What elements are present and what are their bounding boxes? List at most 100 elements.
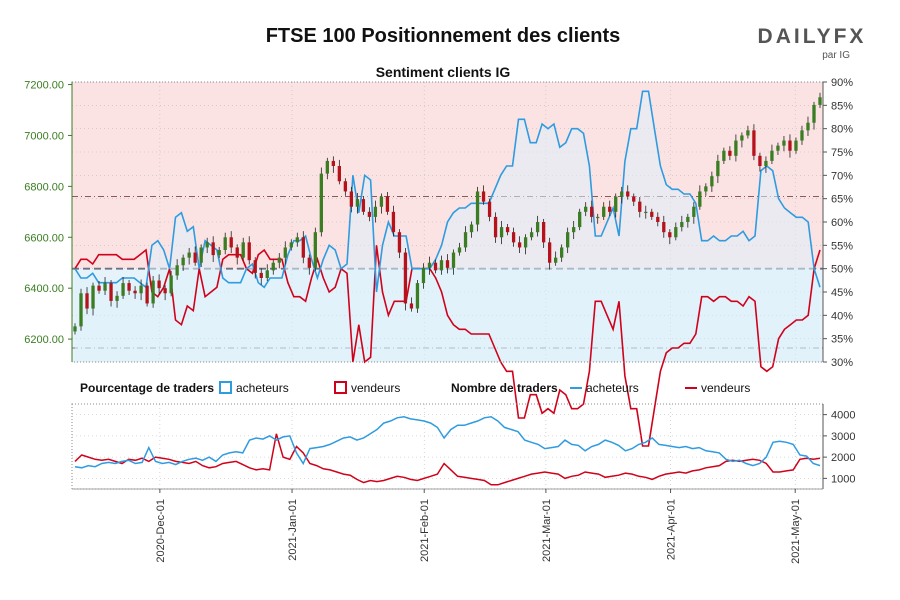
candle-body <box>331 160 335 166</box>
candle-body <box>409 303 414 309</box>
candle-body <box>499 227 504 238</box>
candle-body <box>511 232 516 243</box>
candle-body <box>481 191 486 202</box>
candle-body <box>776 145 780 151</box>
sellers-count-line <box>74 433 821 486</box>
candle-body <box>529 232 534 238</box>
candle-body <box>115 295 119 301</box>
candle-body <box>253 260 257 273</box>
candle-body <box>259 272 263 278</box>
candle-body <box>680 222 684 228</box>
candle-body <box>121 283 125 296</box>
candle-body <box>674 227 678 238</box>
candle-body <box>139 285 143 294</box>
candle-body <box>740 135 744 141</box>
pct-tick-label: 60% <box>831 217 853 229</box>
price-tick-label: 7200.00 <box>24 80 64 92</box>
pct-tick-label: 30% <box>831 357 853 369</box>
pct-tick-label: 35% <box>831 334 853 346</box>
candle-body <box>133 290 137 294</box>
candle-body <box>439 260 444 271</box>
candle-body <box>692 206 696 217</box>
candle-body <box>620 191 624 197</box>
candle-body <box>608 206 612 212</box>
date-tick-label: 2021-May-01 <box>790 499 802 564</box>
candle-body <box>169 275 173 294</box>
candle-body <box>187 252 191 258</box>
candle-body <box>463 232 468 248</box>
candle-body <box>517 242 522 248</box>
candle-body <box>97 285 101 291</box>
candle-body <box>91 285 95 309</box>
candle-body <box>109 283 113 301</box>
pct-tick-label: 85% <box>831 100 853 112</box>
candle-body <box>163 288 167 294</box>
candle-body <box>523 237 528 248</box>
candle-body <box>355 199 360 207</box>
candle-body <box>313 232 317 268</box>
candle-body <box>650 211 654 217</box>
candle-body <box>758 155 762 166</box>
candle-body <box>397 232 402 253</box>
candle-body <box>211 242 215 256</box>
candle-body <box>247 242 251 261</box>
price-candles <box>73 92 822 335</box>
logo-sub: par IG <box>822 50 850 61</box>
candle-body <box>403 252 408 304</box>
date-tick-label: 2021-Feb-01 <box>419 499 431 562</box>
pct-tick-label: 45% <box>831 287 853 299</box>
chart-subtitle: Sentiment clients IG <box>376 64 511 80</box>
candle-body <box>181 257 185 266</box>
candle-body <box>289 242 293 248</box>
candle-body <box>614 196 618 212</box>
candle-body <box>541 222 546 243</box>
price-tick-label: 6200.00 <box>24 334 64 346</box>
date-tick-label: 2021-Jan-01 <box>287 499 299 561</box>
count-axis-ticks: 1000 2000 3000 4000 <box>823 410 855 485</box>
candle-body <box>662 222 666 233</box>
candle-body <box>295 237 299 243</box>
candle-body <box>199 247 203 263</box>
candle-body <box>487 201 492 217</box>
candle-body <box>85 293 89 309</box>
candle-body <box>788 140 792 151</box>
price-tick-label: 6800.00 <box>24 181 64 193</box>
candle-body <box>752 130 756 156</box>
price-axis-ticks: 6200.00 6400.00 6600.00 6800.00 7000.00 7200.… <box>24 80 72 346</box>
candle-body <box>770 150 774 161</box>
candle-body <box>806 122 810 131</box>
candle-body <box>547 242 552 263</box>
candle-body <box>265 270 269 278</box>
candle-body <box>602 206 606 217</box>
candle-body <box>469 224 474 233</box>
date-tick-label: 2021-Apr-01 <box>666 499 678 560</box>
candle-body <box>668 232 672 238</box>
candle-body <box>385 196 390 212</box>
logo-text: DAILYFX <box>758 25 867 48</box>
candle-body <box>566 232 570 248</box>
candle-body <box>433 262 438 271</box>
candle-body <box>764 160 768 166</box>
candle-body <box>535 222 540 233</box>
candle-body <box>193 252 197 263</box>
percent-axis-ticks: 30% 35% 40% 45% 50% 55% 60% 65% 70% 75% 80% 85% 90% <box>823 77 853 369</box>
candle-body <box>818 97 822 105</box>
candle-body <box>307 257 311 268</box>
count-tick-label: 1000 <box>831 473 855 485</box>
count-tick-label: 3000 <box>831 431 855 443</box>
candle-body <box>584 206 588 212</box>
candle-body <box>445 260 450 268</box>
candle-body <box>391 211 396 233</box>
candle-body <box>644 211 648 214</box>
candle-body <box>451 252 456 268</box>
pct-tick-label: 90% <box>831 77 853 89</box>
candle-body <box>812 104 816 123</box>
candle-body <box>638 201 642 212</box>
date-tick-label: 2021-Mar-01 <box>541 499 553 562</box>
dailyfx-logo: DAILYFX par IG <box>758 25 867 61</box>
legend-pct-title: Pourcentage de traders <box>80 381 214 395</box>
candle-body <box>223 237 227 250</box>
candle-body <box>205 242 209 248</box>
